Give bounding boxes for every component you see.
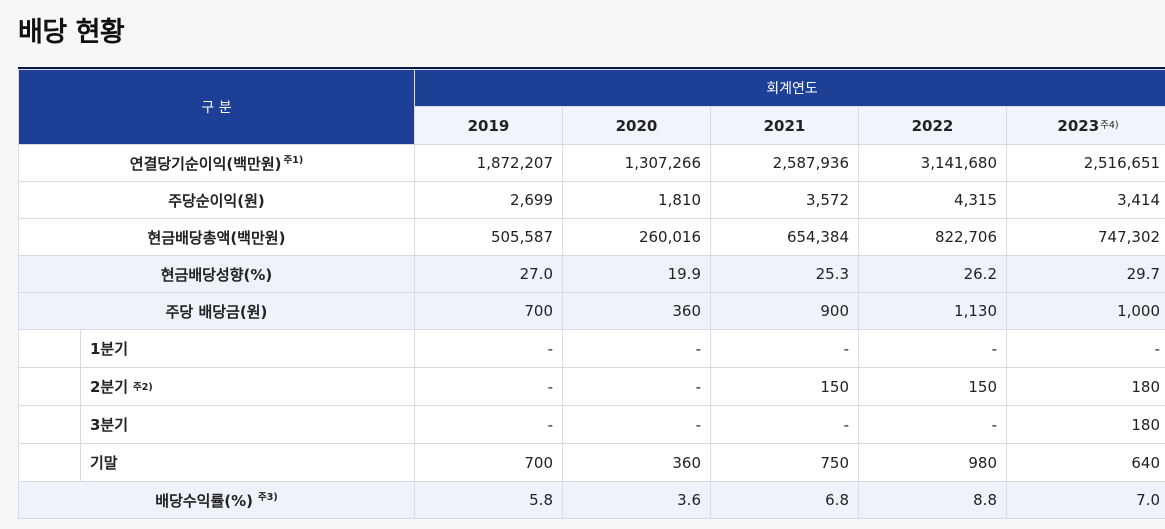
cell-value: 3,572 bbox=[710, 181, 859, 219]
cell-value: 3,141,680 bbox=[858, 144, 1007, 182]
footnote-marker: 주2) bbox=[133, 381, 153, 393]
page-title: 배당 현황 bbox=[18, 17, 125, 48]
cell-value: - bbox=[858, 405, 1007, 444]
cell-value: 29.7 bbox=[1005, 255, 1165, 293]
cell-value: 750 bbox=[710, 443, 859, 482]
cell-value: 2,699 bbox=[414, 181, 563, 219]
cell-value: 654,384 bbox=[710, 218, 859, 256]
cell-value: 505,587 bbox=[414, 218, 563, 256]
cell-value: - bbox=[414, 405, 563, 444]
cell-value: 150 bbox=[710, 367, 859, 406]
cell-value: 3,414 bbox=[1005, 181, 1165, 219]
cell-value: 1,872,207 bbox=[414, 144, 563, 182]
sub-row-label-cell: 1분기 bbox=[18, 329, 415, 368]
cell-value: 150 bbox=[858, 367, 1007, 406]
table-row: 기말 700 360 750 980 640 bbox=[18, 443, 1165, 482]
cell-value: - bbox=[562, 405, 711, 444]
table-row: 현금배당성향(%) 27.0 19.9 25.3 26.2 29.7 bbox=[18, 255, 1165, 293]
table-row: 주당순이익(원) 2,699 1,810 3,572 4,315 3,414 bbox=[18, 181, 1165, 219]
dividend-table-wrapper: 구 분 회계연도 2019 2020 2021 2022 2023주4) 연결당… bbox=[18, 67, 1165, 519]
cell-value: - bbox=[562, 367, 711, 406]
cell-value: 1,810 bbox=[562, 181, 711, 219]
year-header: 2022 bbox=[858, 106, 1007, 145]
table-row: 연결당기순이익(백만원) 주1) 1,872,207 1,307,266 2,58… bbox=[18, 144, 1165, 182]
row-label: 3분기 bbox=[90, 416, 129, 434]
table-row: 현금배당총액(백만원) 505,587 260,016 654,384 822,… bbox=[18, 218, 1165, 256]
cell-value: 360 bbox=[562, 443, 711, 482]
year-label: 2023 bbox=[1057, 116, 1100, 135]
sub-row-label-cell: 기말 bbox=[18, 443, 415, 482]
row-label: 주당 배당금(원) bbox=[18, 292, 415, 330]
cell-value: 180 bbox=[1005, 367, 1165, 406]
cell-value: 900 bbox=[710, 292, 859, 330]
cell-value: 1,307,266 bbox=[562, 144, 711, 182]
cell-value: - bbox=[858, 329, 1007, 368]
year-header: 2019 bbox=[414, 106, 563, 145]
table-row: 배당수익률(%) 주3) 5.8 3.6 6.8 8.8 7.0 bbox=[18, 481, 1165, 519]
cell-value: - bbox=[414, 367, 563, 406]
cell-value: 5.8 bbox=[414, 481, 563, 519]
table-row: 1분기 - - - - - bbox=[18, 329, 1165, 368]
dividend-table: 구 분 회계연도 2019 2020 2021 2022 2023주4) 연결당… bbox=[18, 69, 1165, 519]
cell-value: 700 bbox=[414, 292, 563, 330]
row-label: 2분기 bbox=[90, 378, 129, 396]
table-row: 2분기 주2) - - 150 150 180 bbox=[18, 367, 1165, 406]
cell-value: 26.2 bbox=[858, 255, 1007, 293]
cell-value: 4,315 bbox=[858, 181, 1007, 219]
cell-value: 980 bbox=[858, 443, 1007, 482]
cell-value: 25.3 bbox=[710, 255, 859, 293]
footnote-marker: 주1) bbox=[283, 154, 304, 166]
indent-spacer bbox=[19, 330, 81, 367]
cell-value: - bbox=[710, 405, 859, 444]
row-label: 배당수익률(%) 주3) bbox=[18, 481, 415, 519]
cell-value: - bbox=[1005, 329, 1165, 368]
indent-spacer bbox=[19, 406, 81, 443]
cell-value: 8.8 bbox=[858, 481, 1007, 519]
row-label: 현금배당총액(백만원) bbox=[18, 218, 415, 256]
cell-value: - bbox=[414, 329, 563, 368]
cell-value: 640 bbox=[1005, 443, 1165, 482]
cell-value: 3.6 bbox=[562, 481, 711, 519]
sub-row-label-cell: 2분기 주2) bbox=[18, 367, 415, 406]
fiscal-year-header: 회계연도 bbox=[413, 69, 1165, 107]
year-header: 2020 bbox=[562, 106, 711, 145]
table-row: 3분기 - - - - 180 bbox=[18, 405, 1165, 444]
cell-value: 7.0 bbox=[1005, 481, 1165, 519]
footnote-marker: 주3) bbox=[258, 491, 278, 503]
footnote-marker: 주4) bbox=[1100, 119, 1119, 131]
row-label-text: 연결당기순이익(백만원) bbox=[129, 154, 282, 173]
cell-value: 260,016 bbox=[562, 218, 711, 256]
row-label: 연결당기순이익(백만원) 주1) bbox=[18, 144, 415, 182]
year-header-last: 2023주4) bbox=[1005, 106, 1165, 145]
cell-value: 19.9 bbox=[562, 255, 711, 293]
year-header: 2021 bbox=[710, 106, 859, 145]
indent-spacer bbox=[19, 368, 81, 405]
cell-value: 2,516,651 bbox=[1005, 144, 1165, 182]
cell-value: - bbox=[710, 329, 859, 368]
row-label: 1분기 bbox=[90, 340, 129, 358]
indent-spacer bbox=[19, 444, 81, 481]
row-label-text: 배당수익률(%) bbox=[155, 491, 254, 510]
table-row: 주당 배당금(원) 700 360 900 1,130 1,000 bbox=[18, 292, 1165, 330]
row-label: 주당순이익(원) bbox=[18, 181, 415, 219]
row-label: 현금배당성향(%) bbox=[18, 255, 415, 293]
cell-value: 180 bbox=[1005, 405, 1165, 444]
cell-value: 6.8 bbox=[710, 481, 859, 519]
cell-value: 27.0 bbox=[414, 255, 563, 293]
row-label-wrap: 2분기 주2) bbox=[81, 368, 414, 405]
cell-value: - bbox=[562, 329, 711, 368]
cell-value: 360 bbox=[562, 292, 711, 330]
category-header: 구 분 bbox=[18, 69, 415, 145]
sub-row-label-cell: 3분기 bbox=[18, 405, 415, 444]
cell-value: 822,706 bbox=[858, 218, 1007, 256]
cell-value: 1,000 bbox=[1005, 292, 1165, 330]
cell-value: 1,130 bbox=[858, 292, 1007, 330]
cell-value: 700 bbox=[414, 443, 563, 482]
cell-value: 2,587,936 bbox=[710, 144, 859, 182]
row-label: 기말 bbox=[90, 454, 118, 472]
cell-value: 747,302 bbox=[1005, 218, 1165, 256]
